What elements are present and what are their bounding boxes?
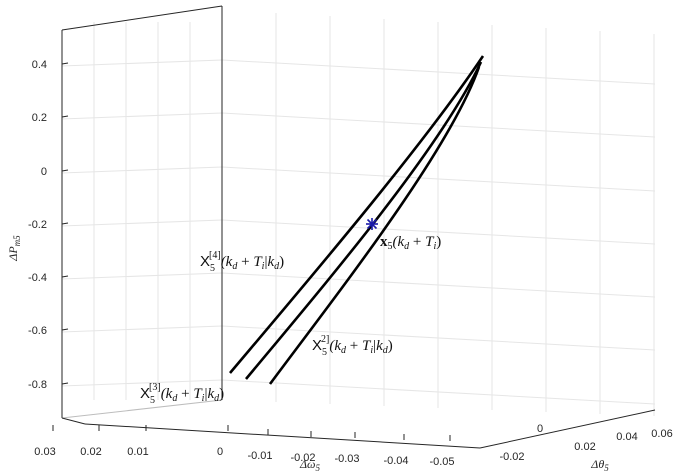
z-tick-mark <box>61 169 69 172</box>
x-tick-label: -0.04 <box>383 455 408 467</box>
y-tick-label: -0.02 <box>499 451 524 463</box>
annotation-series-4: X5[4](kd + Ti|kd) <box>200 250 284 274</box>
x-tick-label: 0 <box>217 446 223 458</box>
front-left-edge <box>61 417 86 425</box>
z-tick-label: 0.2 <box>32 112 47 124</box>
grid-line-z <box>61 379 223 387</box>
y-axis-label: Δθ5 <box>590 457 609 472</box>
grid-line-z <box>61 272 223 280</box>
z-tick-label: -0.8 <box>28 379 47 391</box>
z-tick-label: -0.4 <box>28 272 47 284</box>
axis-y-edge <box>479 409 656 449</box>
axes-box <box>61 5 656 449</box>
x-tick-label: 0.03 <box>34 446 55 458</box>
x-tick-label: -0.02 <box>290 452 315 464</box>
grid-line-z <box>61 59 223 67</box>
x-tick-label: -0.05 <box>429 456 454 468</box>
z-tick-label: -0.2 <box>28 219 47 231</box>
series-line-1 <box>229 55 485 374</box>
grid-line-z <box>61 325 223 333</box>
x-tick-label: -0.01 <box>247 450 272 462</box>
x-tick-label: -0.03 <box>334 453 359 465</box>
x-tick-label: 0.01 <box>127 446 148 458</box>
x-axis-label: Δω5 <box>299 457 321 472</box>
top-left-edge <box>61 5 223 31</box>
trajectory-curves <box>229 55 485 385</box>
annotation-point: x5(kd + Ti) <box>380 234 441 252</box>
x-tick-label: 0.02 <box>80 446 101 458</box>
y-tick-label: 0.04 <box>616 431 637 443</box>
z-tick-mark <box>61 275 69 278</box>
grid-line-z <box>61 219 223 227</box>
state-point-marker <box>366 218 378 230</box>
annotation-series-2: X52](kd + Ti|kd) <box>312 334 393 358</box>
grid-line-z <box>61 166 223 174</box>
z-tick-mark <box>61 115 69 118</box>
z-tick-mark <box>61 222 69 225</box>
y-tick-label: 0.06 <box>651 428 672 440</box>
z-axis-label: ΔPm5 <box>6 235 22 262</box>
z-tick-label: -0.6 <box>28 325 47 337</box>
grid-lines <box>61 13 656 416</box>
z-tick-mark <box>61 382 69 385</box>
y-tick-label: 0 <box>537 423 543 435</box>
z-tick-label: 0 <box>41 166 47 178</box>
axis-x-edge <box>84 423 481 449</box>
annotation-series-3: X5[3](kd + Ti|kd) <box>140 382 224 406</box>
y-tick-label: 0.02 <box>574 441 595 453</box>
marker-stroke <box>366 218 378 230</box>
z-tick-mark <box>61 328 69 331</box>
grid-line-z <box>61 112 223 120</box>
z-tick-label: 0.4 <box>32 59 47 71</box>
tick-labels: 0.4 0.2 0 -0.2 -0.4 -0.6 -0.8 0.03 0.02 0.01 0 -0.0… <box>28 59 673 468</box>
series-line-3 <box>268 66 481 385</box>
bottom-left-edge <box>61 399 223 419</box>
z-tick-mark <box>61 62 69 65</box>
